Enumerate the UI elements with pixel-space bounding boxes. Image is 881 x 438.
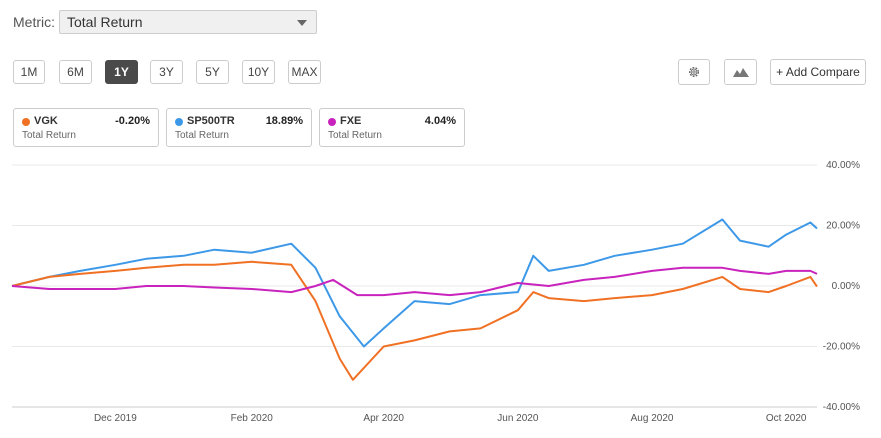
range-button-3y[interactable]: 3Y <box>150 60 183 84</box>
range-button-1y[interactable]: 1Y <box>105 60 138 84</box>
add-compare-button[interactable]: + Add Compare <box>770 59 866 85</box>
chevron-down-icon <box>297 20 307 26</box>
settings-button[interactable] <box>678 59 710 85</box>
range-button-5y[interactable]: 5Y <box>196 60 229 84</box>
compare-card-fxe[interactable]: FXE 4.04% Total Return <box>319 108 465 147</box>
card-subtitle: Total Return <box>22 130 76 141</box>
x-tick-label: Oct 2020 <box>766 413 807 424</box>
series-line-vgk <box>11 260 818 381</box>
range-button-max[interactable]: MAX <box>288 60 321 84</box>
mountain-chart-icon <box>732 68 749 77</box>
gear-icon <box>688 66 700 78</box>
x-tick-label: Dec 2019 <box>94 413 137 424</box>
card-symbol: FXE <box>340 115 362 127</box>
series-line-fxe <box>11 266 818 297</box>
range-button-10y[interactable]: 10Y <box>242 60 275 84</box>
series-color-dot <box>175 118 183 126</box>
y-tick-label: -40.00% <box>823 402 860 413</box>
compare-card-sp500tr[interactable]: SP500TR 18.89% Total Return <box>166 108 312 147</box>
y-tick-label: 0.00% <box>832 281 860 292</box>
range-button-1m[interactable]: 1M <box>13 60 45 84</box>
card-subtitle: Total Return <box>175 130 229 141</box>
card-change: 4.04% <box>424 115 456 127</box>
metric-select-value: Total Return <box>67 14 143 30</box>
card-subtitle: Total Return <box>328 130 382 141</box>
series-color-dot <box>328 118 336 126</box>
card-symbol: SP500TR <box>187 115 235 127</box>
y-tick-label: 20.00% <box>826 221 860 232</box>
card-change: 18.89% <box>265 115 303 127</box>
x-tick-label: Apr 2020 <box>363 413 404 424</box>
series-line-sp500tr <box>11 218 818 348</box>
y-tick-label: -20.00% <box>823 342 860 353</box>
metric-select[interactable]: Total Return <box>59 10 317 34</box>
card-change: -0.20% <box>115 115 150 127</box>
y-tick-label: 40.00% <box>826 160 860 171</box>
series-color-dot <box>22 118 30 126</box>
compare-card-vgk[interactable]: VGK -0.20% Total Return <box>13 108 159 147</box>
total-return-chart[interactable]: 40.00% 20.00% 0.00% -20.00% -40.00% Dec 2019 F… <box>0 155 881 438</box>
chart-type-button[interactable] <box>724 59 757 85</box>
range-button-6m[interactable]: 6M <box>59 60 92 84</box>
x-tick-label: Aug 2020 <box>631 413 674 424</box>
card-symbol: VGK <box>34 115 58 127</box>
x-tick-label: Jun 2020 <box>497 413 539 424</box>
x-tick-label: Feb 2020 <box>231 413 274 424</box>
metric-label: Metric: <box>13 14 55 30</box>
